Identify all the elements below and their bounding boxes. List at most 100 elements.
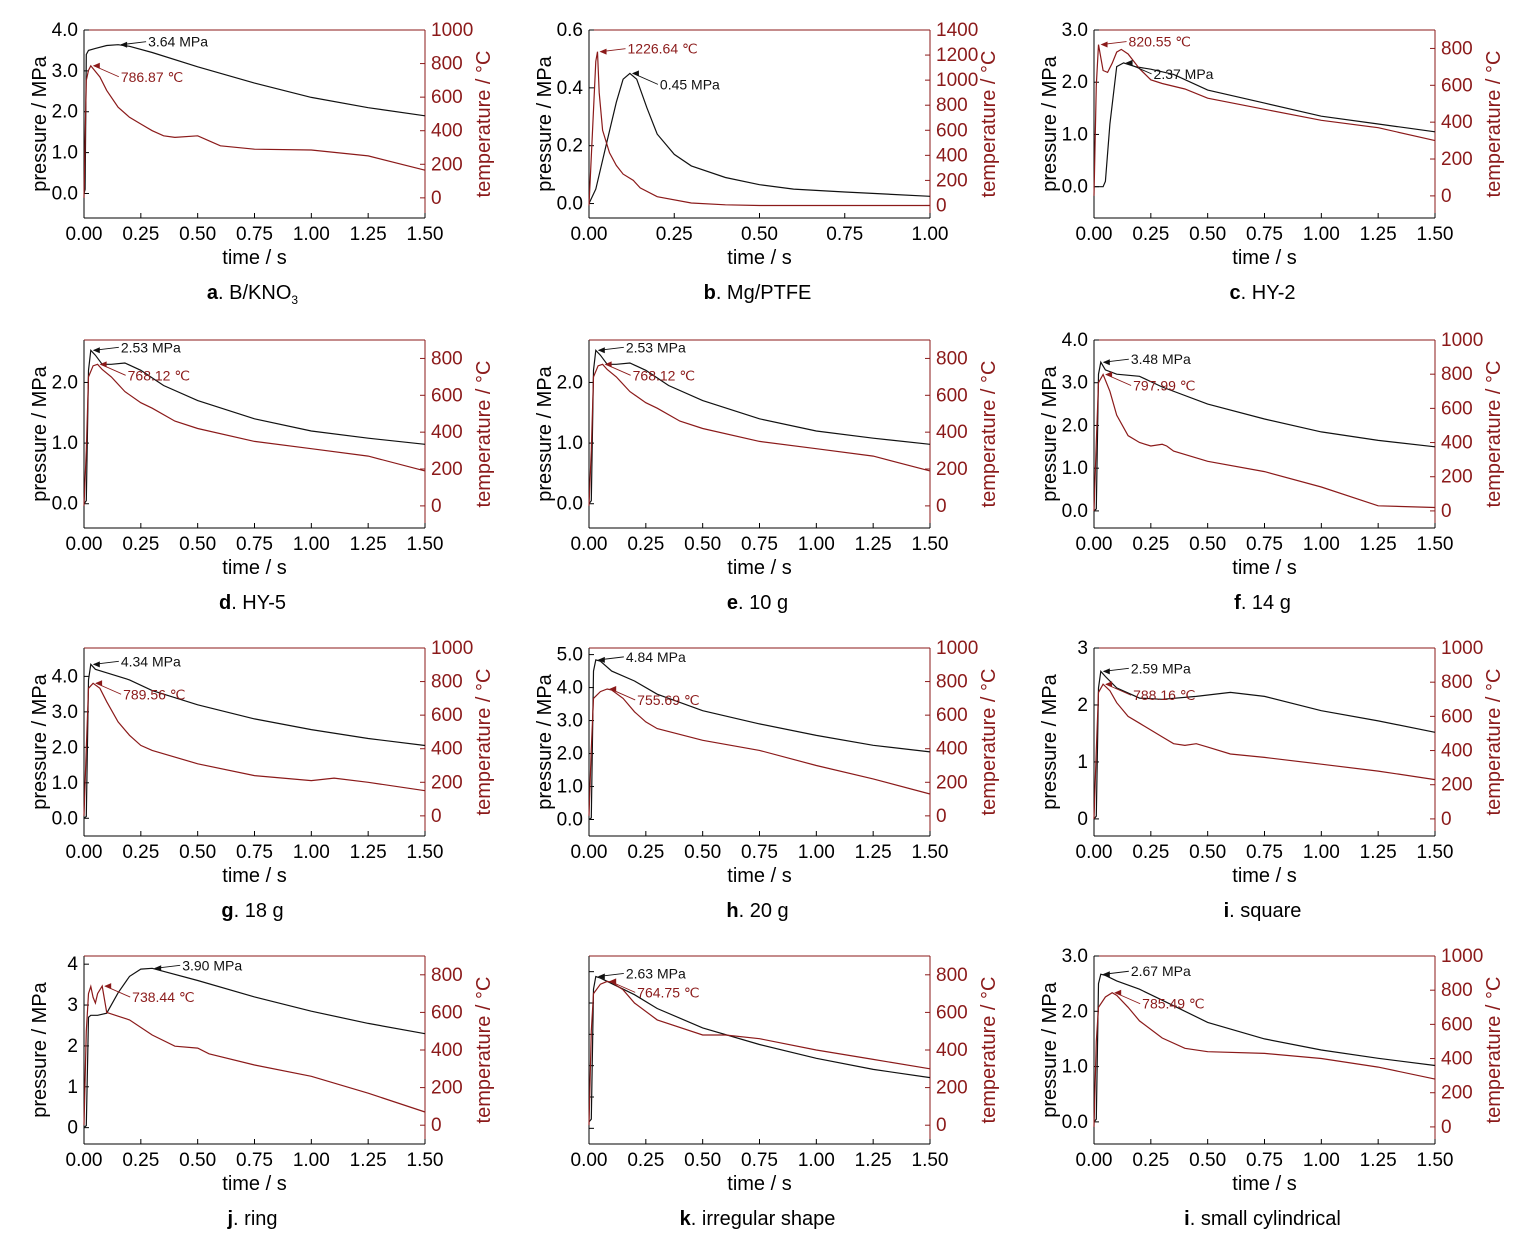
y-left-tick-label: 2.0: [1062, 415, 1088, 436]
y-left-tick-label: 4.0: [557, 678, 583, 699]
y-right-tick-label: 600: [936, 385, 968, 406]
temperature-peak-annotation: 768.12 ℃: [128, 367, 190, 383]
y-left-tick-label: 0: [1077, 809, 1088, 830]
pressure-peak-annotation: 2.63 MPa: [626, 965, 686, 981]
x-tick-label: 0.75: [1246, 1150, 1283, 1171]
x-tick-label: 0.00: [1076, 1150, 1113, 1171]
x-tick-label: 0.00: [571, 1150, 608, 1171]
panel-caption: h. 20 g: [505, 900, 1010, 923]
chart-svg: 0.00 0.25 0.50 0.75 1.00 1.25 1.50 0 200 400 600 80…: [571, 955, 1000, 1195]
y-right-tick-label: 400: [936, 422, 968, 443]
y-left-tick-label: 1.0: [52, 143, 78, 164]
arrowhead-icon: [1102, 668, 1110, 675]
x-axis-label: time / s: [222, 1173, 286, 1195]
y-right-tick-label: 1000: [431, 638, 473, 659]
temperature-peak-annotation: 785.49 ℃: [1142, 996, 1204, 1012]
arrowhead-icon: [1105, 371, 1113, 378]
y-left-tick-label: 1.0: [1062, 458, 1088, 479]
y-left-tick-label: 3.0: [1062, 20, 1088, 41]
temperature-series-line: [588, 51, 930, 207]
temperature-series-line: [83, 363, 426, 506]
temperature-series-line: [83, 64, 426, 198]
x-axis-label: time / s: [1232, 1173, 1296, 1195]
pressure-series-line: [83, 967, 426, 1129]
y-left-tick-label: 4.0: [52, 666, 78, 687]
y-left-tick-label: 0.0: [1062, 501, 1088, 522]
caption-text: . HY-5: [231, 592, 287, 614]
pressure-series-line: [83, 348, 426, 505]
caption-letter: e: [726, 592, 739, 614]
y-left-tick-label: 1.0: [52, 773, 78, 794]
y-right-axis-label: temperature / °C: [1483, 977, 1505, 1124]
y-right-tick-label: 800: [431, 54, 463, 75]
y-left-axis-label: pressure / MPa: [1039, 365, 1061, 501]
pressure-peak-annotation: 4.34 MPa: [121, 653, 181, 669]
x-tick-label: 0.25: [627, 1150, 664, 1171]
chart-panel-h: 0.00 0.25 0.50 0.75 1.00 1.25 1.50 0.0 1.0 2.0 3.0…: [505, 626, 1010, 933]
x-axis-label: time / s: [1232, 865, 1296, 887]
caption-letter: j: [227, 1208, 234, 1230]
y-left-tick-label: 3.0: [52, 61, 78, 82]
caption-text: . small cylindrical: [1189, 1208, 1341, 1230]
panel-caption: e. 10 g: [505, 592, 1010, 615]
chart-svg: 0.00 0.25 0.50 0.75 1.00 0.0 0.2 0.4 0.6 0 200 400 6…: [534, 20, 1000, 269]
caption-letter: f: [1234, 592, 1241, 614]
y-right-tick-label: 800: [936, 95, 968, 116]
panel-caption: b. Mg/PTFE: [505, 282, 1010, 305]
chart-panel-k: 0.00 0.25 0.50 0.75 1.00 1.25 1.50 0 200 400 600 80…: [505, 934, 1010, 1241]
x-tick-label: 1.00: [293, 224, 330, 245]
x-tick-label: 1.00: [798, 534, 835, 555]
panel-caption: a. B/KNO3: [0, 282, 505, 307]
y-left-tick-label: 0.0: [1062, 1112, 1088, 1133]
x-tick-label: 0.00: [571, 534, 608, 555]
y-right-tick-label: 1000: [1441, 946, 1483, 967]
arrowhead-icon: [1102, 971, 1110, 978]
x-tick-label: 1.50: [407, 224, 444, 245]
x-tick-label: 0.25: [122, 534, 159, 555]
x-axis-label: time / s: [222, 865, 286, 887]
x-tick-label: 0.50: [684, 842, 721, 863]
temperature-series-line: [83, 682, 426, 816]
y-left-axis-label: pressure / MPa: [29, 981, 51, 1117]
x-tick-label: 0.00: [66, 224, 103, 245]
y-left-tick-label: 3.0: [557, 711, 583, 732]
arrowhead-icon: [1100, 41, 1108, 48]
x-tick-label: 1.00: [912, 224, 949, 245]
x-axis-label: time / s: [727, 247, 791, 269]
y-right-tick-label: 800: [431, 965, 463, 986]
y-left-tick-label: 0.0: [557, 810, 583, 831]
y-left-tick-label: 2.0: [1062, 1001, 1088, 1022]
y-left-tick-label: 2: [67, 1036, 78, 1057]
caption-letter: k: [679, 1208, 691, 1230]
chart-panel-d: 0.00 0.25 0.50 0.75 1.00 1.25 1.50 0.0 1.0 2.0 0 20…: [0, 318, 505, 625]
arrowhead-icon: [597, 656, 605, 663]
caption-letter: i: [1223, 900, 1230, 922]
x-tick-label: 0.50: [1189, 534, 1226, 555]
panel-caption: j. ring: [0, 1208, 505, 1231]
y-right-tick-label: 400: [936, 145, 968, 166]
caption-letter: i: [1184, 1208, 1190, 1230]
y-left-tick-label: 0.0: [52, 183, 78, 204]
x-axis-label: time / s: [727, 1173, 791, 1195]
temperature-peak-annotation: 797.99 ℃: [1133, 378, 1195, 394]
x-tick-label: 0.25: [1132, 1150, 1169, 1171]
pressure-peak-annotation: 2.59 MPa: [1131, 660, 1191, 676]
chart-svg: 0.00 0.25 0.50 0.75 1.00 1.25 1.50 0.0 1.0 2.0 0 20…: [29, 339, 495, 579]
x-tick-label: 0.50: [741, 224, 778, 245]
y-right-tick-label: 400: [431, 739, 463, 760]
arrowhead-icon: [1105, 681, 1113, 688]
arrowhead-icon: [631, 70, 639, 77]
temperature-peak-annotation: 789.56 ℃: [123, 686, 185, 702]
arrowhead-icon: [1125, 59, 1133, 66]
pressure-series-line: [1093, 670, 1436, 820]
temperature-peak-annotation: 786.87 ℃: [121, 69, 183, 85]
pressure-peak-annotation: 4.84 MPa: [626, 649, 686, 665]
y-right-tick-label: 600: [431, 87, 463, 108]
x-tick-label: 1.25: [1360, 1150, 1397, 1171]
y-right-tick-label: 400: [1441, 112, 1473, 133]
caption-text: . square: [1229, 900, 1302, 922]
pressure-peak-annotation: 0.45 MPa: [660, 76, 720, 92]
pressure-series-line: [1094, 62, 1436, 188]
y-left-axis-label: pressure / MPa: [29, 365, 51, 501]
chart-panel-i: 0.00 0.25 0.50 0.75 1.00 1.25 1.50 0 1 2 3 0 200 400 6…: [1010, 626, 1515, 933]
